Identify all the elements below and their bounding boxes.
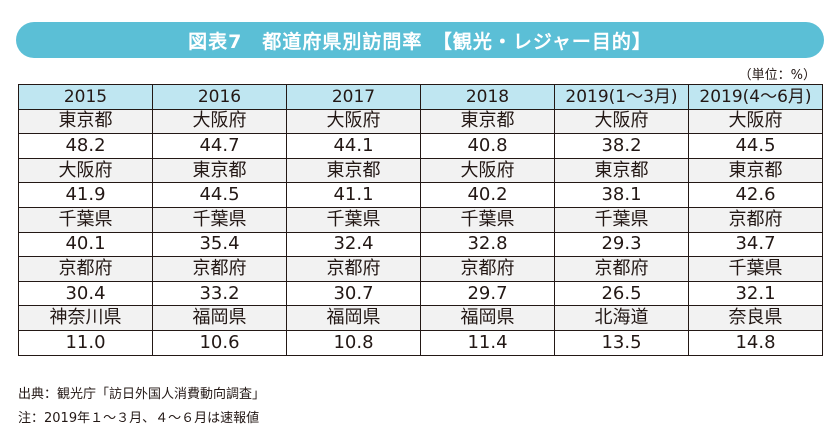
prefecture-cell: 福岡県 (420, 305, 555, 331)
header-cell: 2017 (286, 84, 421, 110)
value-row: 41.9 44.5 41.1 40.2 38.1 42.6 (18, 182, 823, 208)
value-cell: 48.2 (18, 133, 153, 159)
prefecture-cell: 京都府 (18, 256, 153, 282)
prefecture-row: 東京都 大阪府 大阪府 東京都 大阪府 大阪府 (18, 108, 823, 135)
prefecture-cell: 東京都 (688, 157, 823, 184)
prefecture-cell: 東京都 (286, 157, 421, 184)
prefecture-cell: 福岡県 (152, 305, 287, 331)
value-cell: 40.8 (420, 133, 555, 159)
prefecture-cell: 京都府 (286, 256, 421, 282)
value-cell: 38.1 (554, 182, 689, 208)
value-cell: 33.2 (152, 280, 287, 307)
value-row: 48.2 44.7 44.1 40.8 38.2 44.5 (18, 133, 823, 159)
value-row: 11.0 10.6 10.8 11.4 13.5 14.8 (18, 329, 823, 356)
unit-label: （単位：%） (738, 68, 816, 83)
prefecture-cell: 大阪府 (152, 108, 287, 135)
prefecture-cell: 大阪府 (420, 157, 555, 184)
header-row: 2015 2016 2017 2018 2019(1～3月) 2019(4～6月… (18, 84, 823, 110)
header-cell: 2016 (152, 84, 287, 110)
value-cell: 30.7 (286, 280, 421, 307)
value-cell: 30.4 (18, 280, 153, 307)
prefecture-row: 神奈川県 福岡県 福岡県 福岡県 北海道 奈良県 (18, 305, 823, 331)
prefecture-cell: 東京都 (152, 157, 287, 184)
prefecture-cell: 大阪府 (554, 108, 689, 135)
header-cell: 2019(4～6月) (688, 84, 823, 110)
value-cell: 40.1 (18, 231, 153, 258)
prefecture-cell: 奈良県 (688, 305, 823, 331)
source-note: 出典：観光庁「訪日外国人消費動向調査」 (18, 387, 266, 402)
prefecture-cell: 北海道 (554, 305, 689, 331)
prefecture-row: 千葉県 千葉県 千葉県 千葉県 千葉県 京都府 (18, 206, 823, 233)
prefecture-row: 京都府 京都府 京都府 京都府 京都府 千葉県 (18, 256, 823, 282)
prefecture-cell: 福岡県 (286, 305, 421, 331)
value-cell: 40.2 (420, 182, 555, 208)
value-cell: 32.8 (420, 231, 555, 258)
visit-rate-table: 2015 2016 2017 2018 2019(1～3月) 2019(4～6月… (18, 84, 823, 356)
prefecture-cell: 東京都 (18, 108, 153, 135)
prefecture-cell: 京都府 (688, 206, 823, 233)
value-cell: 44.7 (152, 133, 287, 159)
header-cell: 2019(1～3月) (554, 84, 689, 110)
prefecture-cell: 千葉県 (18, 206, 153, 233)
value-cell: 32.1 (688, 280, 823, 307)
value-cell: 29.3 (554, 231, 689, 258)
header-cell: 2015 (18, 84, 153, 110)
prefecture-cell: 東京都 (420, 108, 555, 135)
prefecture-cell: 大阪府 (18, 157, 153, 184)
value-cell: 10.8 (286, 329, 421, 356)
value-row: 30.4 33.2 30.7 29.7 26.5 32.1 (18, 280, 823, 307)
value-cell: 41.1 (286, 182, 421, 208)
prefecture-cell: 東京都 (554, 157, 689, 184)
value-cell: 38.2 (554, 133, 689, 159)
value-cell: 32.4 (286, 231, 421, 258)
value-cell: 44.5 (152, 182, 287, 208)
value-cell: 29.7 (420, 280, 555, 307)
value-cell: 34.7 (688, 231, 823, 258)
prefecture-cell: 神奈川県 (18, 305, 153, 331)
value-cell: 14.8 (688, 329, 823, 356)
prefecture-cell: 千葉県 (286, 206, 421, 233)
prefecture-cell: 大阪府 (286, 108, 421, 135)
value-row: 40.1 35.4 32.4 32.8 29.3 34.7 (18, 231, 823, 258)
prefecture-cell: 大阪府 (688, 108, 823, 135)
value-cell: 44.5 (688, 133, 823, 159)
value-cell: 44.1 (286, 133, 421, 159)
value-cell: 13.5 (554, 329, 689, 356)
prefecture-cell: 千葉県 (420, 206, 555, 233)
prefecture-row: 大阪府 東京都 東京都 大阪府 東京都 東京都 (18, 157, 823, 184)
value-cell: 26.5 (554, 280, 689, 307)
prefecture-cell: 京都府 (152, 256, 287, 282)
value-cell: 41.9 (18, 182, 153, 208)
value-cell: 10.6 (152, 329, 287, 356)
value-cell: 42.6 (688, 182, 823, 208)
value-cell: 35.4 (152, 231, 287, 258)
prefecture-cell: 京都府 (420, 256, 555, 282)
prefecture-cell: 千葉県 (688, 256, 823, 282)
prefecture-cell: 千葉県 (554, 206, 689, 233)
footnote: 注：2019年１～３月、４～６月は速報値 (18, 411, 260, 426)
prefecture-cell: 京都府 (554, 256, 689, 282)
value-cell: 11.4 (420, 329, 555, 356)
figure-title: 図表7 都道府県別訪問率 【観光・レジャー目的】 (16, 22, 824, 58)
prefecture-cell: 千葉県 (152, 206, 287, 233)
value-cell: 11.0 (18, 329, 153, 356)
header-cell: 2018 (420, 84, 555, 110)
